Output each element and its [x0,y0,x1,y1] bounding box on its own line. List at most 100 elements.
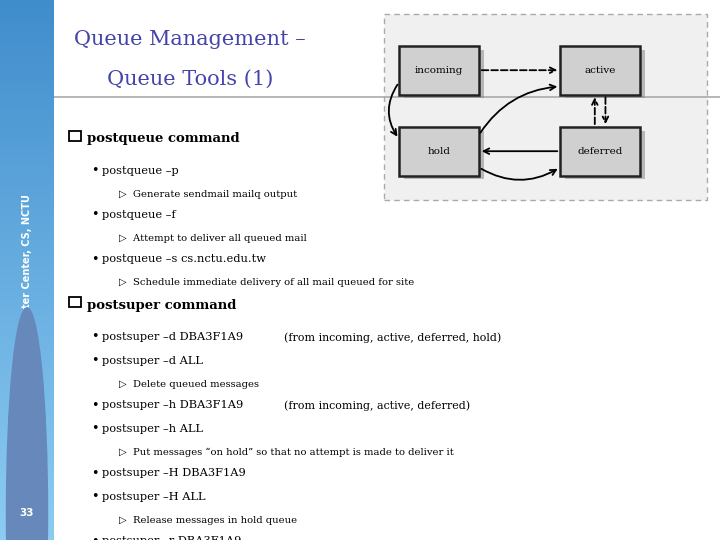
Bar [0,140,54,143]
Text: ▷  Release messages in hold queue: ▷ Release messages in hold queue [120,516,297,525]
Bar [0,170,54,173]
Bar [0,165,54,167]
Bar [0,394,54,397]
FancyBboxPatch shape [564,131,644,179]
Bar [0,248,54,251]
Bar [0,108,54,111]
Bar [0,518,54,521]
Bar [0,232,54,235]
Bar [0,481,54,483]
Bar [0,57,54,59]
Bar [0,54,54,57]
Bar [0,348,54,351]
Text: postqueue –s cs.nctu.edu.tw: postqueue –s cs.nctu.edu.tw [102,254,266,265]
Bar [0,122,54,124]
Bar [0,418,54,421]
Bar [0,235,54,238]
Bar [0,243,54,246]
Bar [0,130,54,132]
Bar [0,448,54,451]
Bar [0,500,54,502]
Bar [0,532,54,535]
Bar [0,319,54,321]
Text: ▷  Attempt to deliver all queued mail: ▷ Attempt to deliver all queued mail [120,234,307,243]
Bar [0,537,54,540]
Bar [0,281,54,284]
Bar [68,131,81,140]
Bar [0,381,54,383]
Bar [0,535,54,537]
Bar [0,340,54,343]
Bar [0,143,54,146]
Bar [0,40,54,43]
Bar [0,475,54,478]
Bar [0,464,54,467]
Bar [0,16,54,19]
Bar [0,521,54,524]
Bar [0,427,54,429]
Bar [0,373,54,375]
Bar [0,483,54,486]
Text: postqueue –f: postqueue –f [102,210,176,220]
Bar [0,97,54,100]
Text: Computer Center, CS, NCTU: Computer Center, CS, NCTU [22,194,32,346]
Bar [0,273,54,275]
Bar [0,76,54,78]
Bar [0,440,54,443]
Bar [0,19,54,22]
Bar [0,451,54,454]
Text: hold: hold [428,147,451,156]
Bar [0,205,54,208]
Text: •: • [91,467,98,480]
Bar [0,103,54,105]
Bar [0,3,54,5]
Bar [0,167,54,170]
Bar [0,27,54,30]
Bar [0,302,54,305]
Text: ▷  Put messages “on hold” so that no attempt is made to deliver it: ▷ Put messages “on hold” so that no atte… [120,448,454,457]
Bar [0,43,54,46]
Bar [0,84,54,86]
Bar [0,383,54,386]
Text: ▷  Generate sendmail mailq output: ▷ Generate sendmail mailq output [120,190,297,199]
Bar [0,321,54,324]
Bar [0,526,54,529]
Bar [0,176,54,178]
Bar [0,30,54,32]
Bar [0,356,54,359]
Bar [0,270,54,273]
Text: incoming: incoming [415,66,463,75]
Bar [0,335,54,338]
Bar [0,327,54,329]
FancyBboxPatch shape [404,131,484,179]
Bar [0,359,54,362]
FancyBboxPatch shape [560,127,640,176]
Bar [0,316,54,319]
Bar [0,524,54,526]
Bar [0,278,54,281]
Bar [0,289,54,292]
Bar [0,424,54,427]
Bar [0,338,54,340]
Bar [0,392,54,394]
Bar [0,46,54,49]
Bar [0,505,54,508]
Bar [0,267,54,270]
Bar [0,197,54,200]
Bar [0,513,54,516]
Bar [0,324,54,327]
Bar [0,454,54,456]
Bar [0,362,54,364]
Bar [0,370,54,373]
Bar [0,68,54,70]
Bar [0,238,54,240]
Bar [0,86,54,89]
Bar [0,305,54,308]
Bar [0,38,54,40]
Bar [0,213,54,216]
Text: •: • [91,330,98,343]
Text: postqueue command: postqueue command [87,132,240,145]
FancyBboxPatch shape [404,50,484,98]
Bar [0,416,54,418]
Bar [0,70,54,73]
